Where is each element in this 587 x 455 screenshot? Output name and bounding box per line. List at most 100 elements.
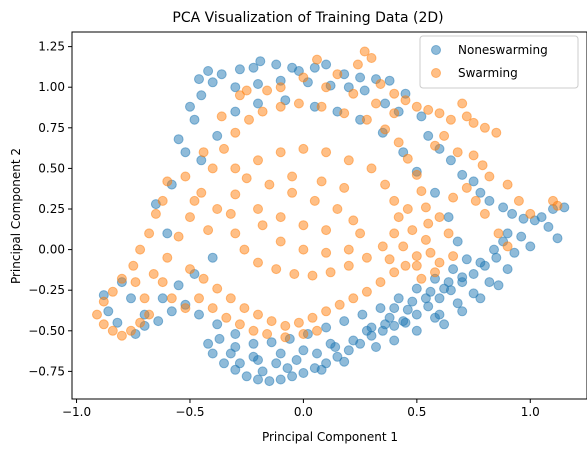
- point-swarming-22: [452, 147, 463, 158]
- point-noneswarming-65: [343, 345, 354, 356]
- points-layer: [92, 46, 570, 387]
- point-swarming-145: [443, 228, 454, 239]
- point-noneswarming-142: [321, 322, 332, 333]
- point-noneswarming-27: [380, 98, 391, 109]
- point-swarming-155: [502, 241, 513, 252]
- legend-marker-noneswarming: [431, 45, 441, 55]
- point-noneswarming-160: [493, 280, 504, 291]
- point-noneswarming-161: [502, 264, 513, 275]
- point-noneswarming-117: [162, 228, 173, 239]
- point-noneswarming-168: [253, 355, 263, 365]
- point-swarming-48: [130, 277, 141, 288]
- point-swarming-16: [461, 111, 472, 122]
- x-tick-label: 0.5: [407, 405, 426, 419]
- point-swarming-98: [389, 195, 400, 206]
- point-swarming-95: [343, 155, 354, 166]
- point-swarming-80: [307, 312, 318, 323]
- point-swarming-129: [287, 171, 298, 182]
- point-noneswarming-31: [180, 147, 191, 158]
- point-noneswarming-58: [423, 301, 434, 312]
- point-swarming-57: [244, 114, 254, 125]
- point-swarming-52: [185, 212, 195, 223]
- point-noneswarming-69: [298, 368, 309, 378]
- point-swarming-11: [411, 101, 422, 112]
- point-swarming-96: [366, 163, 377, 174]
- point-swarming-133: [166, 293, 177, 304]
- legend: Noneswarming Swarming: [419, 35, 579, 89]
- point-swarming-99: [393, 212, 404, 223]
- point-noneswarming-121: [212, 130, 223, 141]
- point-swarming-44: [126, 325, 136, 336]
- point-swarming-125: [253, 204, 263, 214]
- point-swarming-156: [411, 260, 422, 271]
- point-swarming-137: [221, 312, 232, 323]
- point-noneswarming-36: [468, 176, 479, 187]
- point-swarming-115: [287, 187, 298, 198]
- y-axis-title: Principal Component 2: [9, 148, 23, 284]
- point-swarming-103: [343, 260, 354, 271]
- point-swarming-131: [339, 182, 350, 193]
- point-noneswarming-61: [389, 320, 400, 331]
- point-noneswarming-20: [359, 85, 370, 96]
- point-noneswarming-148: [212, 319, 223, 330]
- point-noneswarming-162: [398, 316, 409, 327]
- point-noneswarming-89: [402, 304, 413, 315]
- point-swarming-47: [139, 293, 150, 304]
- point-noneswarming-84: [312, 348, 322, 359]
- point-swarming-149: [402, 204, 413, 214]
- point-noneswarming-77: [207, 348, 218, 359]
- point-noneswarming-14: [230, 82, 241, 93]
- point-swarming-72: [411, 251, 422, 262]
- point-noneswarming-39: [498, 202, 509, 213]
- point-noneswarming-93: [475, 257, 486, 268]
- point-noneswarming-66: [332, 351, 343, 362]
- point-swarming-139: [248, 325, 259, 336]
- point-noneswarming-1: [216, 69, 227, 80]
- point-swarming-104: [325, 267, 336, 278]
- point-swarming-36: [128, 260, 139, 271]
- point-swarming-171: [348, 88, 359, 99]
- point-noneswarming-50: [525, 241, 536, 252]
- point-swarming-69: [420, 202, 431, 213]
- point-swarming-28: [525, 208, 536, 219]
- point-swarming-53: [196, 187, 207, 198]
- point-swarming-26: [502, 179, 513, 190]
- point-swarming-146: [407, 225, 418, 236]
- point-swarming-159: [448, 251, 459, 262]
- point-noneswarming-30: [173, 134, 184, 145]
- point-swarming-41: [98, 319, 109, 330]
- point-noneswarming-109: [103, 306, 114, 317]
- point-swarming-12: [423, 104, 434, 115]
- point-swarming-25: [484, 171, 495, 182]
- point-noneswarming-70: [287, 371, 298, 382]
- point-swarming-66: [402, 153, 413, 164]
- point-noneswarming-103: [339, 356, 350, 367]
- point-swarming-75: [375, 277, 386, 288]
- point-swarming-13: [434, 108, 445, 119]
- point-swarming-172: [371, 98, 381, 109]
- point-swarming-1: [366, 53, 377, 63]
- point-noneswarming-5: [271, 59, 282, 70]
- point-noneswarming-57: [434, 293, 445, 304]
- point-swarming-123: [275, 236, 286, 247]
- point-noneswarming-156: [439, 319, 450, 330]
- point-swarming-79: [321, 306, 332, 317]
- point-swarming-81: [293, 317, 304, 328]
- point-swarming-109: [239, 244, 250, 255]
- point-swarming-120: [343, 244, 354, 255]
- point-swarming-7: [241, 85, 252, 96]
- point-noneswarming-138: [393, 293, 404, 304]
- point-swarming-27: [513, 195, 524, 206]
- legend-marker-swarming: [431, 68, 441, 78]
- point-swarming-87: [212, 283, 223, 294]
- point-swarming-170: [321, 82, 332, 93]
- y-axis-ticks: −0.75 −0.50 −0.25 0.00 0.25 0.50 0.75 1.00 1.25: [28, 40, 72, 378]
- point-noneswarming-172: [425, 286, 436, 297]
- point-noneswarming-159: [475, 293, 486, 304]
- point-noneswarming-120: [196, 155, 207, 166]
- point-noneswarming-106: [257, 366, 268, 377]
- point-swarming-89: [185, 264, 195, 275]
- y-tick-label: −0.50: [28, 324, 65, 338]
- point-noneswarming-22: [384, 75, 395, 86]
- point-swarming-124: [257, 220, 268, 231]
